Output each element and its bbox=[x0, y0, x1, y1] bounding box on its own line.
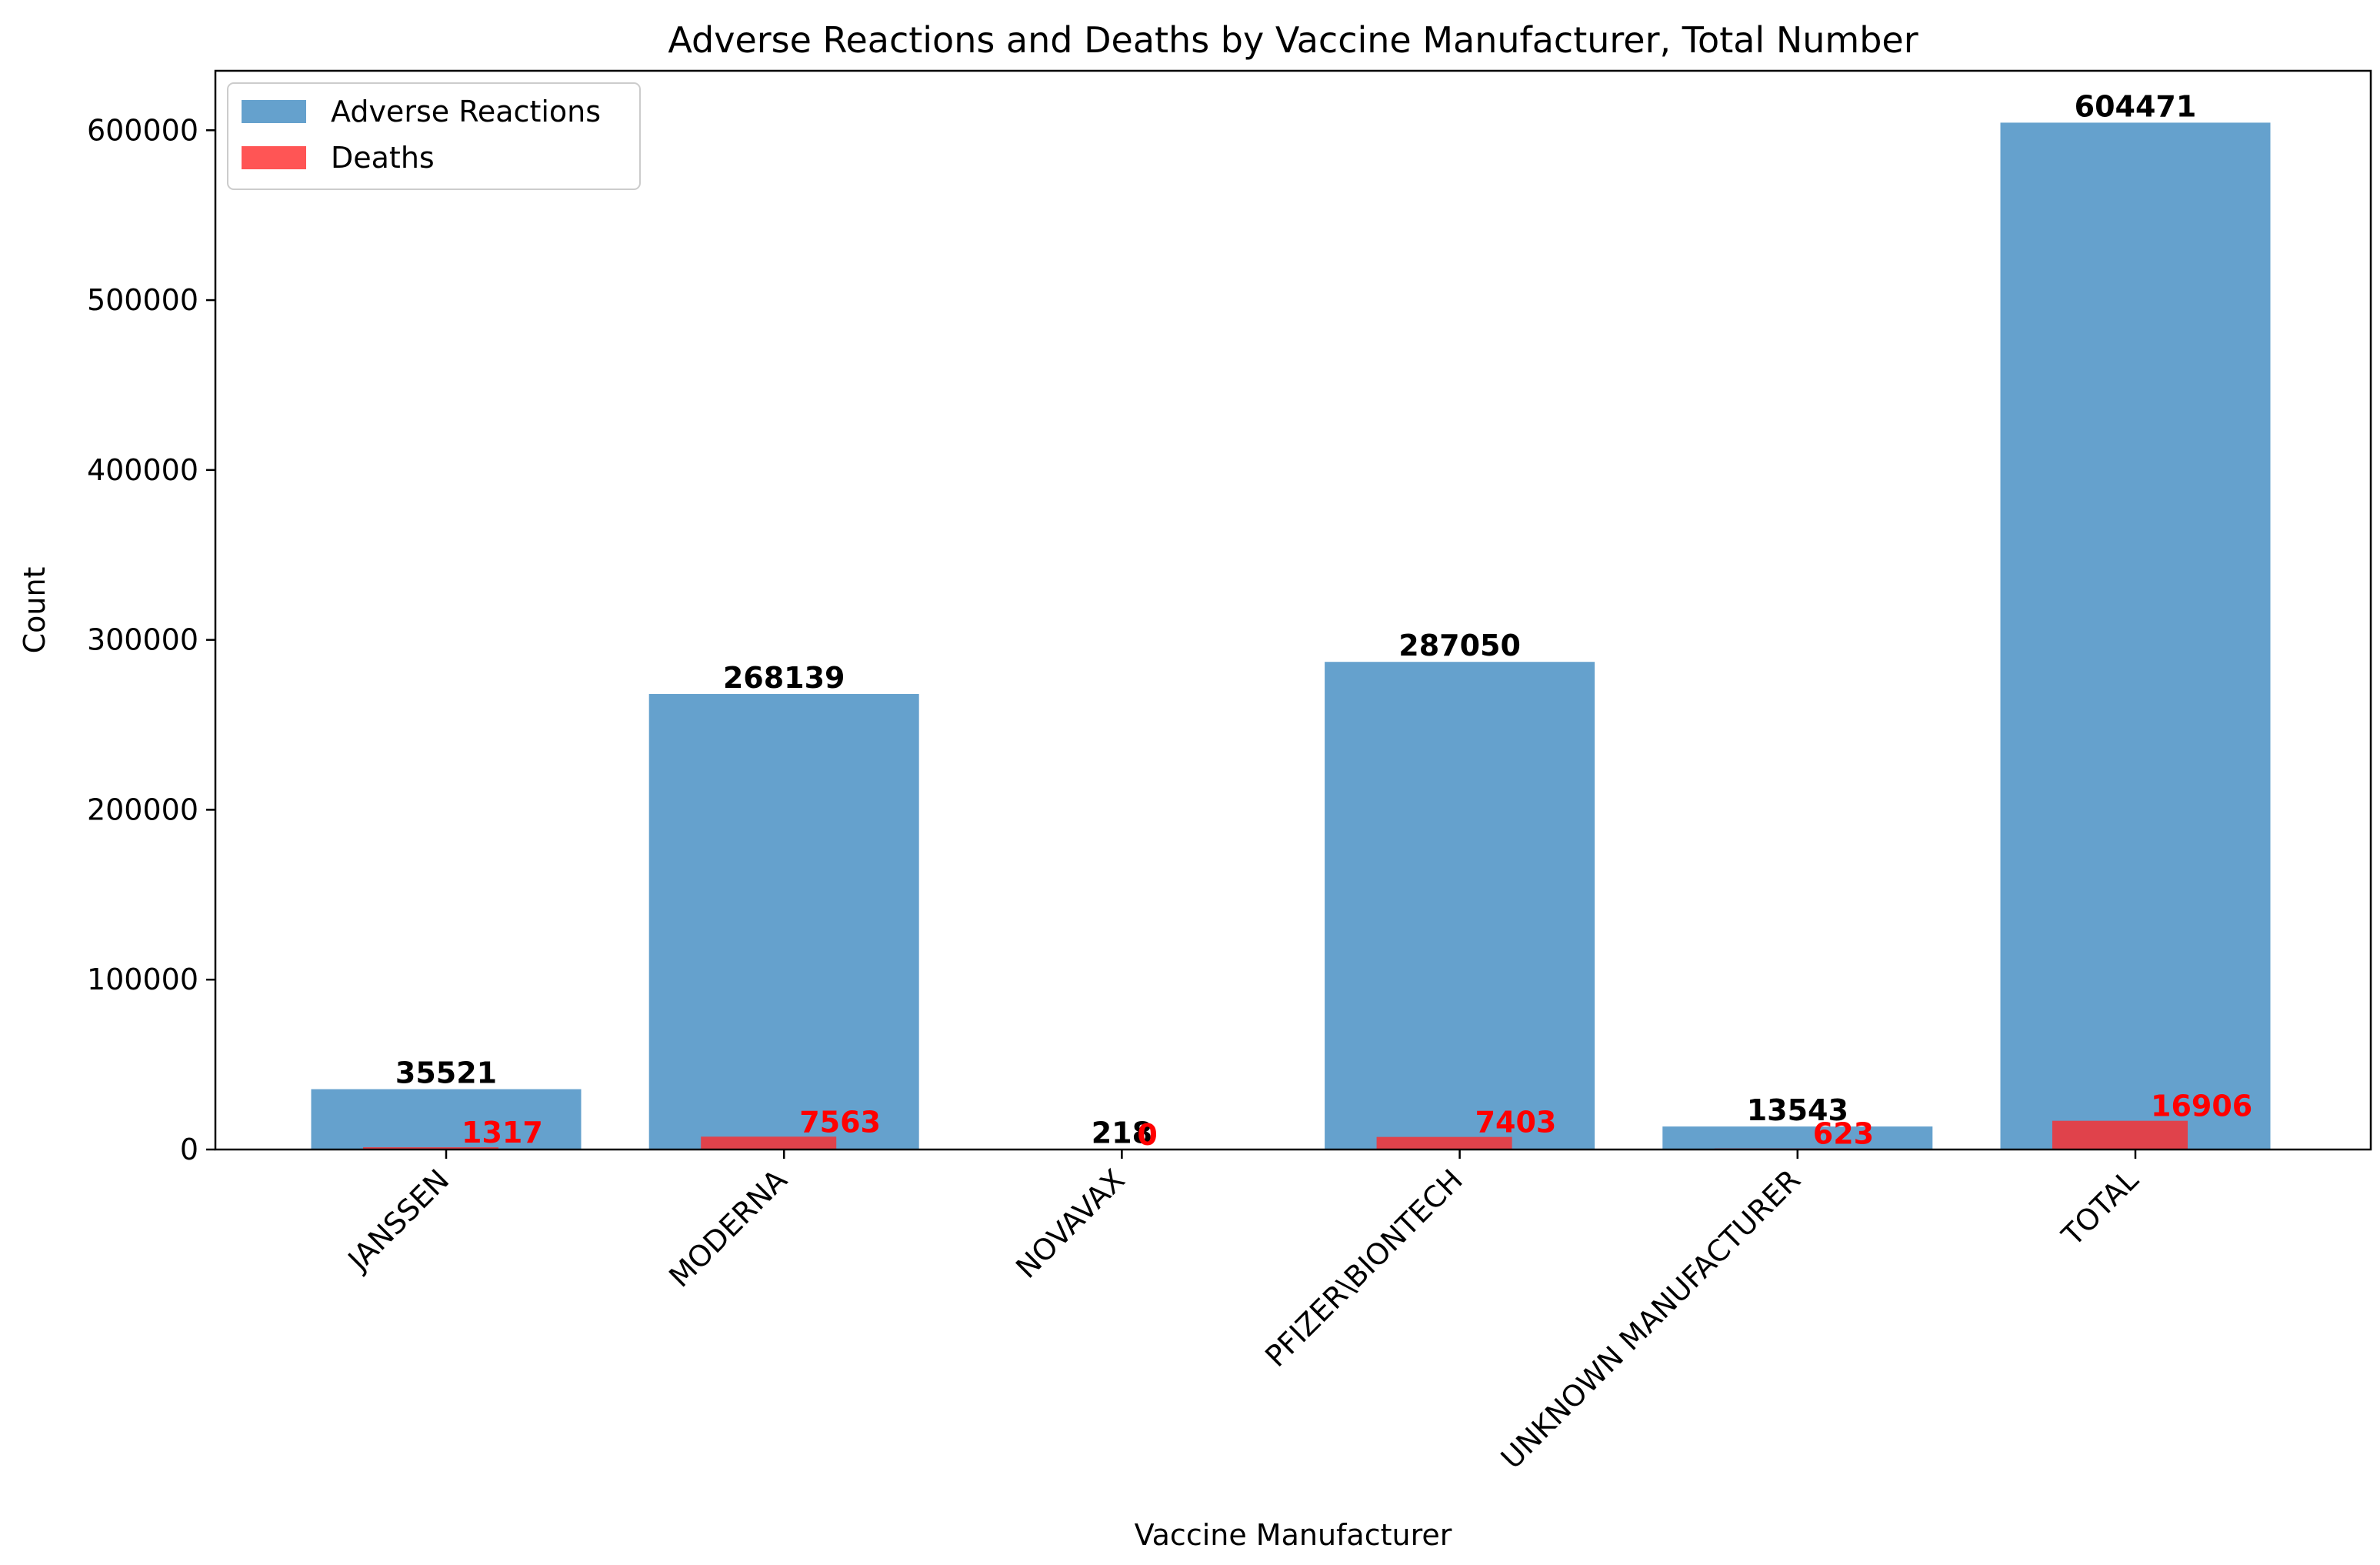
deaths-bar bbox=[363, 1147, 498, 1150]
legend: Adverse Reactions Deaths bbox=[227, 82, 641, 190]
adverse-reactions-bar bbox=[1662, 1126, 1933, 1150]
adverse-reactions-value-label: 35521 bbox=[395, 1056, 497, 1090]
deaths-bar bbox=[701, 1136, 837, 1150]
deaths-value-label: 0 bbox=[1137, 1118, 1157, 1152]
x-tick-label: UNKNOWN MANUFACTURER bbox=[1495, 1163, 1807, 1475]
y-tick-label: 400000 bbox=[87, 453, 198, 487]
adverse-reactions-value-label: 218 bbox=[1092, 1116, 1152, 1150]
y-tick-label: 300000 bbox=[87, 623, 198, 657]
plot-frame bbox=[214, 69, 2372, 1151]
x-tick-label: NOVAVAX bbox=[1009, 1163, 1132, 1285]
deaths-value-label: 16906 bbox=[2151, 1089, 2252, 1123]
deaths-value-label: 7563 bbox=[799, 1105, 881, 1139]
adverse-reactions-bar bbox=[2000, 122, 2271, 1150]
legend-label: Adverse Reactions bbox=[331, 95, 601, 128]
deaths-value-label: 1317 bbox=[462, 1116, 543, 1150]
deaths-bar bbox=[1376, 1136, 1512, 1150]
y-axis-label: Count bbox=[18, 567, 52, 654]
x-tick-label: TOTAL bbox=[2055, 1163, 2145, 1253]
adverse-reactions-bar bbox=[648, 693, 919, 1150]
x-tick-label: JANSSEN bbox=[341, 1163, 456, 1278]
legend-swatch bbox=[242, 146, 306, 169]
legend-label: Deaths bbox=[331, 141, 435, 175]
adverse-reactions-value-label: 604471 bbox=[2075, 89, 2197, 123]
adverse-reactions-bar bbox=[311, 1089, 582, 1150]
legend-box bbox=[227, 82, 641, 190]
deaths-value-label: 623 bbox=[1813, 1117, 1874, 1151]
deaths-value-label: 7403 bbox=[1475, 1106, 1557, 1140]
x-tick-label: MODERNA bbox=[662, 1163, 793, 1293]
y-tick-label: 200000 bbox=[87, 793, 198, 826]
adverse-reactions-bar bbox=[1325, 662, 1595, 1150]
x-axis-label: Vaccine Manufacturer bbox=[1135, 1518, 1452, 1552]
x-tick-label: PFIZER\BIONTECH bbox=[1258, 1163, 1469, 1373]
adverse-reactions-value-label: 268139 bbox=[723, 661, 845, 695]
chart-title: Adverse Reactions and Deaths by Vaccine … bbox=[668, 19, 1918, 61]
adverse-reactions-value-label: 13543 bbox=[1747, 1093, 1848, 1127]
deaths-bar bbox=[2052, 1120, 2188, 1150]
y-tick-label: 100000 bbox=[87, 963, 198, 996]
adverse-reactions-value-label: 287050 bbox=[1398, 629, 1521, 662]
bars-layer bbox=[311, 122, 2271, 1150]
y-tick-label: 0 bbox=[180, 1133, 198, 1166]
y-tick-label: 500000 bbox=[87, 283, 198, 317]
legend-swatch bbox=[242, 100, 306, 123]
y-tick-label: 600000 bbox=[87, 113, 198, 147]
